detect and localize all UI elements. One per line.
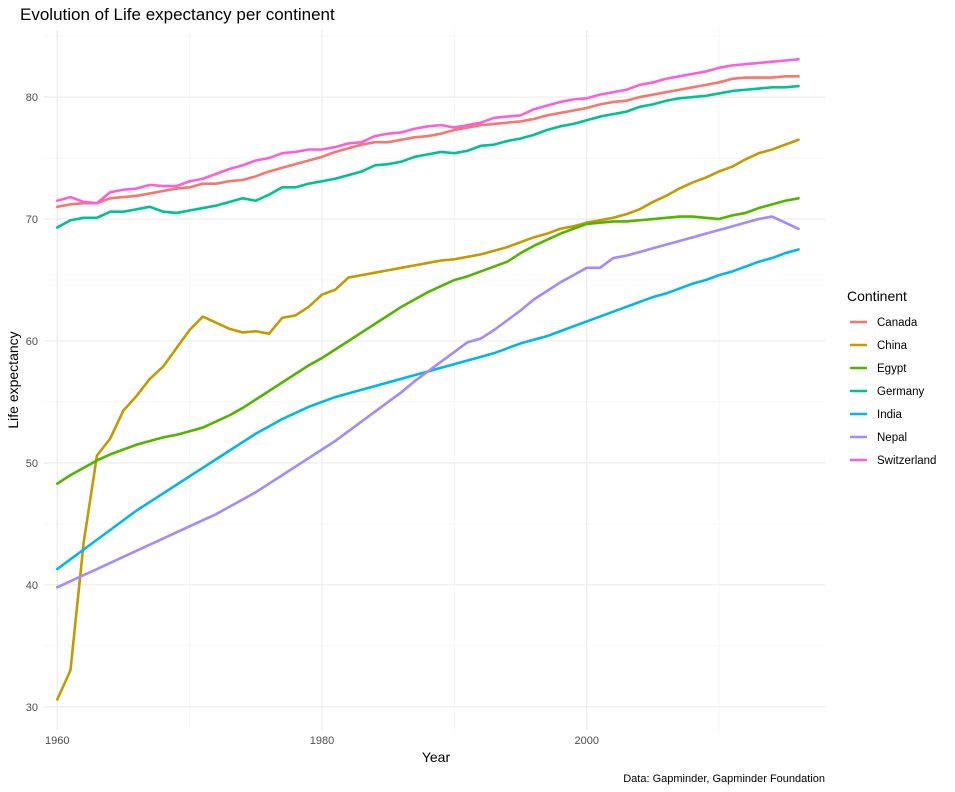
y-tick-label: 70 [26,214,38,226]
y-tick-label: 40 [26,580,38,592]
series-line-egypt [55,196,800,485]
legend-label-india: India [877,409,903,421]
series-lines [55,57,800,701]
y-tick-label: 60 [26,336,38,348]
series-line-india [55,248,800,571]
legend: Continent Canada China Egypt Germany India Ne… [847,288,936,467]
x-axis-ticks: 1960 1980 2000 [45,735,599,747]
x-tick-label: 2000 [574,735,598,747]
legend-label-germany: Germany [877,386,925,398]
series-line-china [55,138,800,701]
caption: Data: Gapminder, Gapminder Foundation [623,773,825,785]
legend-label-nepal: Nepal [877,432,907,444]
series-line-nepal [55,215,800,589]
grid [44,30,825,730]
legend-title: Continent [847,288,907,304]
y-tick-label: 80 [26,92,38,104]
series-line-canada [55,75,800,209]
y-axis-title: Life expectancy [5,331,21,428]
legend-items: Canada China Egypt Germany India Nepal Switzer… [850,317,936,467]
x-tick-label: 1960 [45,735,69,747]
chart-title: Evolution of Life expectancy per contine… [20,5,335,24]
legend-label-egypt: Egypt [877,363,907,375]
y-tick-label: 50 [26,458,38,470]
legend-label-china: China [877,340,908,352]
legend-label-switzerland: Switzerland [877,455,936,467]
series-line-germany [55,84,800,229]
legend-label-canada: Canada [877,317,918,329]
y-axis-ticks: 30 40 50 60 70 80 [26,92,38,714]
x-axis-title: Year [422,749,451,765]
x-tick-label: 1980 [310,735,334,747]
y-tick-label: 30 [26,702,38,714]
series-line-switzerland [55,57,800,205]
